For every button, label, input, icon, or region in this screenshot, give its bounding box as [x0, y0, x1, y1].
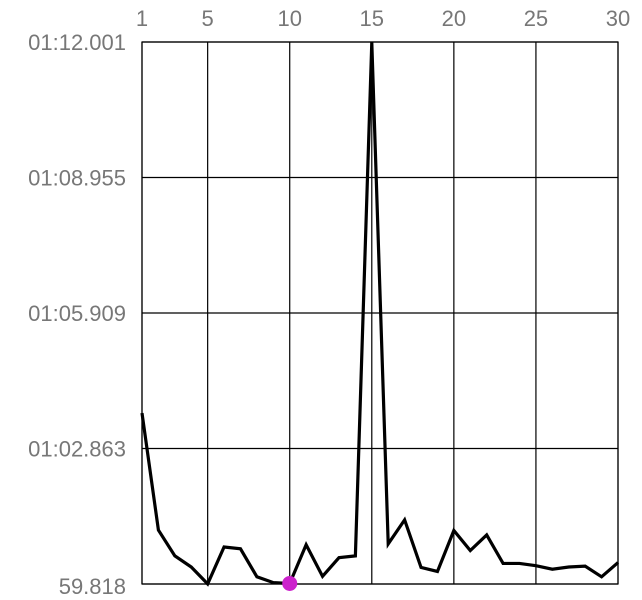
x-tick-label: 10	[277, 6, 301, 31]
series	[140, 42, 620, 591]
y-tick-label: 01:05.909	[28, 301, 126, 326]
y-tick-label: 01:12.001	[28, 30, 126, 55]
x-tick-label: 1	[136, 6, 148, 31]
x-tick-label: 15	[360, 6, 384, 31]
y-tick-label: 01:02.863	[28, 437, 126, 462]
y-tick-label: 01:08.955	[28, 166, 126, 191]
grid	[141, 41, 619, 585]
series-line	[140, 42, 620, 587]
x-tick-label: 20	[442, 6, 466, 31]
y-tick-label: 59.818	[59, 574, 126, 599]
x-tick-label: 30	[606, 6, 630, 31]
x-tick-label: 25	[524, 6, 548, 31]
plot-frame	[141, 41, 619, 585]
tick-labels: 1 5 10 15 20 25 3059.81801:02.86301:05.90901:0…	[28, 6, 630, 599]
x-tick-label: 5	[202, 6, 214, 31]
highlight-point[interactable]	[282, 575, 298, 591]
